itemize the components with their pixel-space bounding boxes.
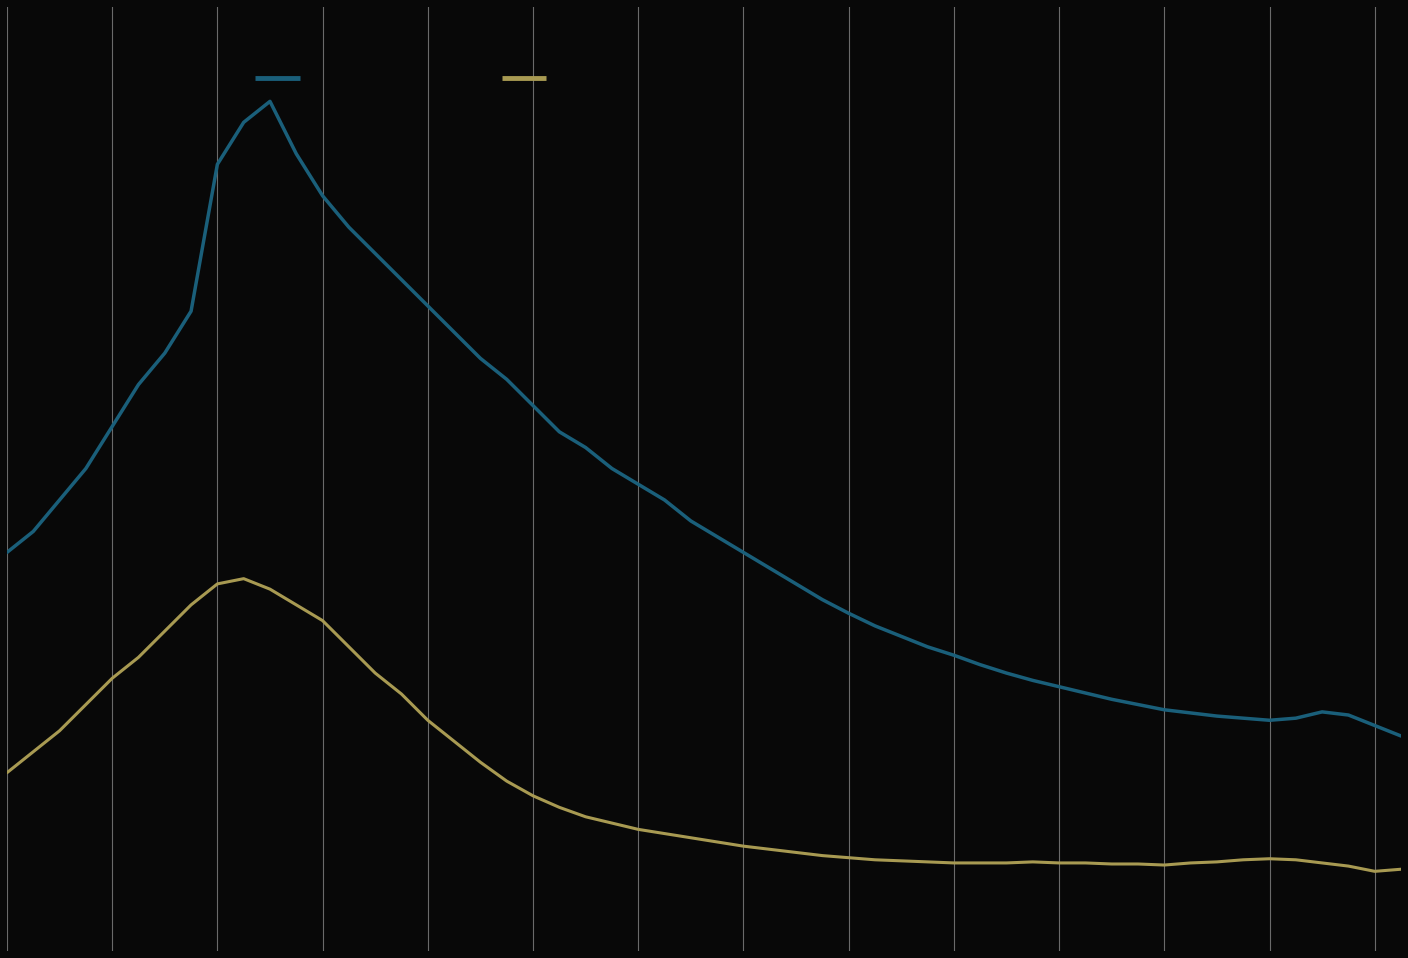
Point [3,848,20,859]
Point [4,848,21,859]
Point [8,848,25,859]
Point [8,848,25,859]
